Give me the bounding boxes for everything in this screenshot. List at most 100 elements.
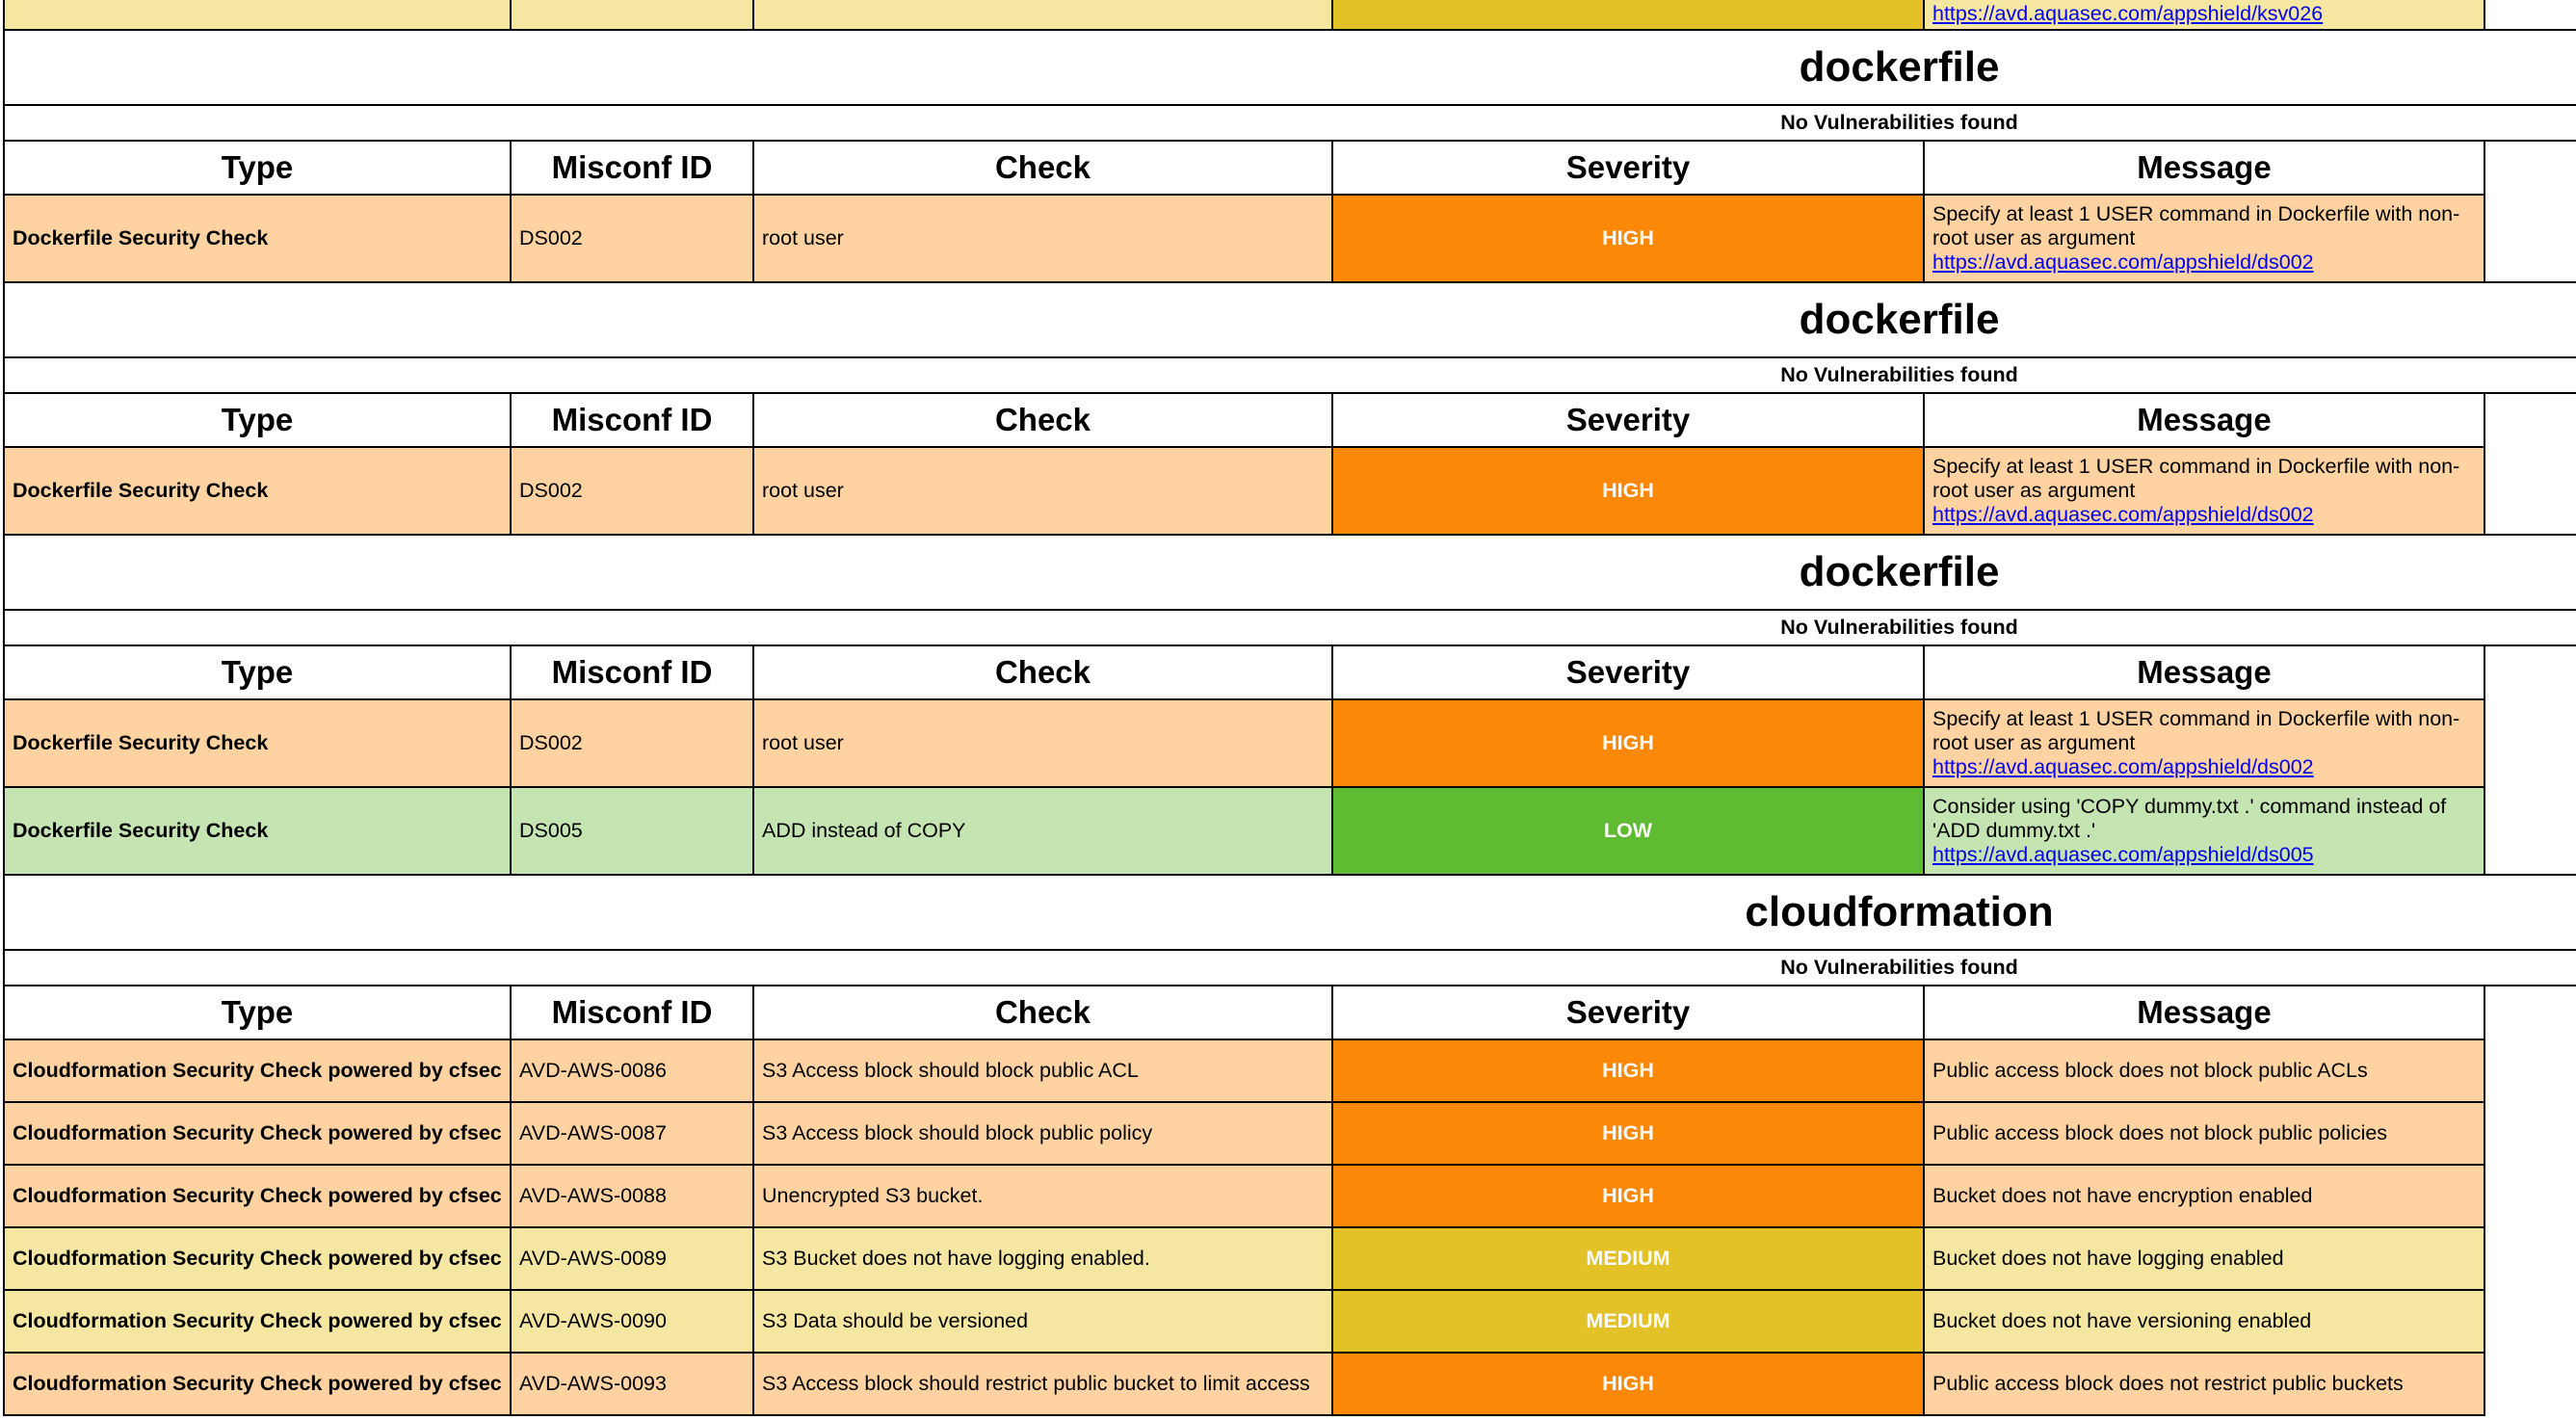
col-header-message: Message — [1923, 140, 2485, 196]
check-cell: S3 Data should be versioned — [752, 1289, 1333, 1354]
table-row: Cloudformation Security Check powered by… — [3, 1352, 2576, 1416]
misconf-id-cell: AVD-AWS-0089 — [510, 1226, 754, 1291]
misconf-id-cell: DS002 — [510, 194, 754, 283]
misconf-type-cell: Cloudformation Security Check powered by… — [3, 1289, 512, 1354]
misconf-id-cell: AVD-AWS-0093 — [510, 1352, 754, 1416]
no-vulnerabilities-label: No Vulnerabilities found — [3, 609, 2576, 646]
check-cell: root user — [752, 698, 1333, 788]
col-header-misconf-id: Misconf ID — [510, 392, 754, 448]
col-header-check: Check — [752, 140, 1333, 196]
severity-badge: LOW — [1331, 786, 1925, 876]
col-header-type: Type — [3, 644, 512, 700]
check-cell: root user — [752, 446, 1333, 536]
misconf-id-cell: AVD-AWS-0087 — [510, 1101, 754, 1166]
message-cell: Consider using 'COPY dummy.txt .' comman… — [1923, 786, 2485, 876]
message-cell: Bucket does not have versioning enabled — [1923, 1289, 2485, 1354]
table-row: Cloudformation Security Check powered by… — [3, 1101, 2576, 1166]
message-text: Public access block does not block publi… — [1932, 1121, 2388, 1145]
message-text: Bucket does not have versioning enabled — [1932, 1309, 2312, 1333]
misconf-type-cell: Dockerfile Security Check — [3, 698, 512, 788]
severity-badge: HIGH — [1331, 446, 1925, 536]
severity-badge: MEDIUM — [1331, 1289, 1925, 1354]
table-row: Cloudformation Security Check powered by… — [3, 1289, 2576, 1354]
col-header-severity: Severity — [1331, 985, 1925, 1040]
col-header-check: Check — [752, 644, 1333, 700]
col-header-severity: Severity — [1331, 644, 1925, 700]
col-header-message: Message — [1923, 644, 2485, 700]
check-cell: ADD instead of COPY — [752, 786, 1333, 876]
target-group-header: dockerfile — [3, 29, 2576, 106]
advisory-link[interactable]: https://avd.aquasec.com/appshield/ds002 — [1932, 502, 2314, 526]
col-header-type: Type — [3, 392, 512, 448]
check-cell: S3 Bucket does not have logging enabled. — [752, 1226, 1333, 1291]
column-header-row: Type Misconf ID Check Severity Message — [3, 644, 2576, 700]
col-header-misconf-id: Misconf ID — [510, 644, 754, 700]
check-cell — [752, 0, 1333, 31]
severity-badge: HIGH — [1331, 1101, 1925, 1166]
report-scroll-crop: https://avd.aquasec.com/appshield/ksv026… — [3, 0, 2576, 1416]
misconf-type-cell: Cloudformation Security Check powered by… — [3, 1039, 512, 1103]
message-cell: Bucket does not have logging enabled — [1923, 1226, 2485, 1291]
column-header-row: Type Misconf ID Check Severity Message — [3, 392, 2576, 448]
table-row: https://avd.aquasec.com/appshield/ksv026 — [3, 0, 2576, 31]
col-header-check: Check — [752, 985, 1333, 1040]
misconf-type-cell: Cloudformation Security Check powered by… — [3, 1101, 512, 1166]
misconf-type-cell: Dockerfile Security Check — [3, 194, 512, 283]
col-header-check: Check — [752, 392, 1333, 448]
target-group-header: dockerfile — [3, 281, 2576, 358]
message-text: Specify at least 1 USER command in Docke… — [1932, 202, 2460, 250]
misconf-id-cell — [510, 0, 754, 31]
message-cell: Specify at least 1 USER command in Docke… — [1923, 698, 2485, 788]
advisory-link[interactable]: https://avd.aquasec.com/appshield/ds002 — [1932, 250, 2314, 274]
col-header-misconf-id: Misconf ID — [510, 985, 754, 1040]
message-text: Public access block does not restrict pu… — [1932, 1372, 2404, 1396]
advisory-link[interactable]: https://avd.aquasec.com/appshield/ds002 — [1932, 754, 2314, 778]
column-header-row: Type Misconf ID Check Severity Message — [3, 985, 2576, 1040]
no-vulnerabilities-label: No Vulnerabilities found — [3, 356, 2576, 394]
message-text: Consider using 'COPY dummy.txt .' comman… — [1932, 795, 2447, 843]
message-text: Public access block does not block publi… — [1932, 1059, 2368, 1083]
misconf-id-cell: AVD-AWS-0088 — [510, 1164, 754, 1228]
check-cell: S3 Access block should block public ACL — [752, 1039, 1333, 1103]
misconf-id-cell: DS005 — [510, 786, 754, 876]
table-row: Dockerfile Security Check DS005 ADD inst… — [3, 786, 2576, 876]
check-cell: S3 Access block should restrict public b… — [752, 1352, 1333, 1416]
no-vulnerabilities-label: No Vulnerabilities found — [3, 104, 2576, 142]
col-header-message: Message — [1923, 392, 2485, 448]
message-text: Bucket does not have encryption enabled — [1932, 1184, 2313, 1208]
advisory-link[interactable]: https://avd.aquasec.com/appshield/ksv026 — [1932, 2, 2324, 26]
message-cell: Public access block does not restrict pu… — [1923, 1352, 2485, 1416]
table-row: Dockerfile Security Check DS002 root use… — [3, 698, 2576, 788]
message-cell: Public access block does not block publi… — [1923, 1039, 2485, 1103]
col-header-type: Type — [3, 985, 512, 1040]
misconf-id-cell: DS002 — [510, 446, 754, 536]
no-vulnerabilities-row: No Vulnerabilities found — [3, 104, 2576, 142]
no-vulnerabilities-label: No Vulnerabilities found — [3, 949, 2576, 986]
target-title: dockerfile — [3, 29, 2576, 106]
message-cell: Specify at least 1 USER command in Docke… — [1923, 446, 2485, 536]
target-title: dockerfile — [3, 534, 2576, 611]
message-text: Bucket does not have logging enabled — [1932, 1247, 2284, 1271]
message-text: Specify at least 1 USER command in Docke… — [1932, 707, 2460, 755]
message-cell: Bucket does not have encryption enabled — [1923, 1164, 2485, 1228]
check-cell: Unencrypted S3 bucket. — [752, 1164, 1333, 1228]
no-vulnerabilities-row: No Vulnerabilities found — [3, 609, 2576, 646]
misconf-id-cell: DS002 — [510, 698, 754, 788]
col-header-severity: Severity — [1331, 140, 1925, 196]
message-cell: Specify at least 1 USER command in Docke… — [1923, 194, 2485, 283]
misconf-id-cell: AVD-AWS-0086 — [510, 1039, 754, 1103]
misconfig-report-table: https://avd.aquasec.com/appshield/ksv026… — [3, 0, 2576, 1416]
target-title: dockerfile — [3, 281, 2576, 358]
no-vulnerabilities-row: No Vulnerabilities found — [3, 949, 2576, 986]
target-title: cloudformation — [3, 874, 2576, 951]
table-row: Cloudformation Security Check powered by… — [3, 1164, 2576, 1228]
message-text: Specify at least 1 USER command in Docke… — [1932, 455, 2460, 503]
check-cell: root user — [752, 194, 1333, 283]
advisory-link[interactable]: https://avd.aquasec.com/appshield/ds005 — [1932, 842, 2314, 866]
column-header-row: Type Misconf ID Check Severity Message — [3, 140, 2576, 196]
col-header-severity: Severity — [1331, 392, 1925, 448]
severity-badge: HIGH — [1331, 1039, 1925, 1103]
severity-badge: HIGH — [1331, 194, 1925, 283]
no-vulnerabilities-row: No Vulnerabilities found — [3, 356, 2576, 394]
